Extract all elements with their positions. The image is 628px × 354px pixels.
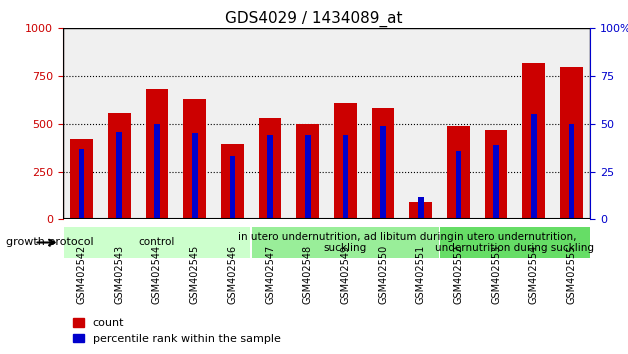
Bar bbox=[146, 90, 168, 219]
Bar bbox=[108, 113, 131, 219]
Bar bbox=[372, 108, 394, 219]
Bar bbox=[259, 118, 281, 219]
Bar bbox=[380, 126, 386, 219]
Text: GDS4029 / 1434089_at: GDS4029 / 1434089_at bbox=[225, 11, 403, 27]
Bar bbox=[522, 63, 545, 219]
FancyBboxPatch shape bbox=[252, 227, 439, 258]
Text: GSM402549: GSM402549 bbox=[340, 245, 350, 304]
Text: GSM402555: GSM402555 bbox=[566, 245, 577, 304]
Bar bbox=[221, 144, 244, 219]
Text: GSM402542: GSM402542 bbox=[77, 245, 87, 304]
Text: GSM402544: GSM402544 bbox=[152, 245, 162, 304]
Text: GSM402545: GSM402545 bbox=[190, 245, 200, 304]
Bar bbox=[296, 124, 319, 219]
Bar bbox=[70, 139, 93, 219]
Bar bbox=[343, 135, 348, 219]
Text: GSM402551: GSM402551 bbox=[416, 245, 426, 304]
FancyBboxPatch shape bbox=[440, 227, 590, 258]
Bar bbox=[268, 135, 273, 219]
Bar bbox=[183, 99, 206, 219]
Text: in utero undernutrition,
undernutrition during suckling: in utero undernutrition, undernutrition … bbox=[435, 232, 595, 253]
Bar bbox=[418, 196, 424, 219]
Text: GSM402547: GSM402547 bbox=[265, 245, 275, 304]
Bar bbox=[531, 114, 537, 219]
FancyBboxPatch shape bbox=[63, 227, 251, 258]
Text: GSM402553: GSM402553 bbox=[491, 245, 501, 304]
Bar bbox=[560, 67, 583, 219]
Bar bbox=[569, 124, 575, 219]
Text: GSM402554: GSM402554 bbox=[529, 245, 539, 304]
Text: in utero undernutrition, ad libitum during
suckling: in utero undernutrition, ad libitum duri… bbox=[237, 232, 453, 253]
Bar bbox=[305, 135, 310, 219]
Bar bbox=[447, 126, 470, 219]
Text: GSM402548: GSM402548 bbox=[303, 245, 313, 304]
Bar bbox=[230, 156, 236, 219]
Text: GSM402550: GSM402550 bbox=[378, 245, 388, 304]
Bar bbox=[409, 202, 432, 219]
Bar bbox=[192, 133, 197, 219]
Bar bbox=[456, 151, 461, 219]
Legend: count, percentile rank within the sample: count, percentile rank within the sample bbox=[68, 314, 285, 348]
Text: GSM402552: GSM402552 bbox=[453, 245, 463, 304]
Bar bbox=[334, 103, 357, 219]
Text: GSM402546: GSM402546 bbox=[227, 245, 237, 304]
Bar bbox=[79, 149, 84, 219]
Text: control: control bbox=[139, 238, 175, 247]
Bar bbox=[154, 124, 160, 219]
Bar bbox=[485, 130, 507, 219]
Text: growth protocol: growth protocol bbox=[6, 238, 94, 247]
Bar bbox=[494, 145, 499, 219]
Text: GSM402543: GSM402543 bbox=[114, 245, 124, 304]
Bar bbox=[117, 132, 122, 219]
